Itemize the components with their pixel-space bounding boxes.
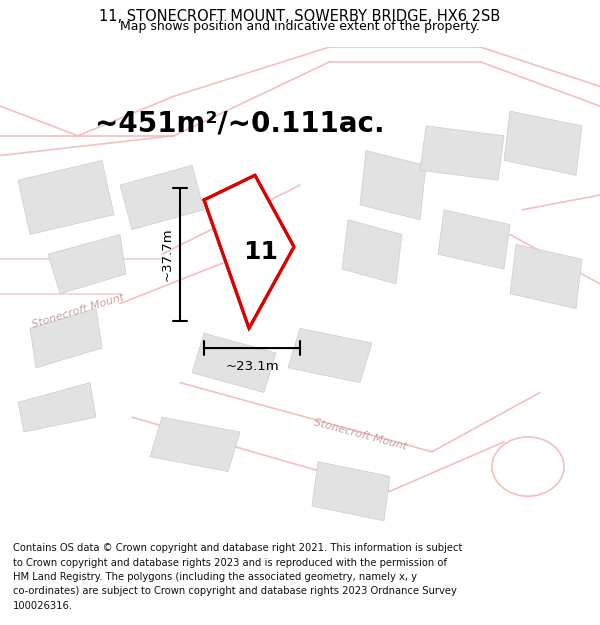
Polygon shape — [438, 210, 510, 269]
Text: Contains OS data © Crown copyright and database right 2021. This information is : Contains OS data © Crown copyright and d… — [13, 543, 463, 611]
Polygon shape — [18, 161, 114, 234]
Polygon shape — [360, 151, 426, 219]
Polygon shape — [288, 328, 372, 382]
Polygon shape — [120, 166, 204, 229]
Polygon shape — [504, 111, 582, 175]
Text: Map shows position and indicative extent of the property.: Map shows position and indicative extent… — [120, 20, 480, 32]
Text: ~451m²/~0.111ac.: ~451m²/~0.111ac. — [95, 109, 385, 138]
Polygon shape — [204, 175, 294, 328]
Text: Stonecroft Mount: Stonecroft Mount — [312, 418, 408, 452]
Text: 11, STONECROFT MOUNT, SOWERBY BRIDGE, HX6 2SB: 11, STONECROFT MOUNT, SOWERBY BRIDGE, HX… — [100, 9, 500, 24]
Polygon shape — [192, 333, 276, 392]
Polygon shape — [30, 309, 102, 368]
Polygon shape — [18, 382, 96, 432]
Text: ~37.7m: ~37.7m — [160, 228, 173, 281]
Polygon shape — [510, 244, 582, 309]
Text: 11: 11 — [244, 240, 278, 264]
Text: ~23.1m: ~23.1m — [225, 361, 279, 373]
Polygon shape — [150, 418, 240, 471]
Polygon shape — [420, 126, 504, 180]
Text: Stonecroft Mount: Stonecroft Mount — [31, 292, 125, 330]
Polygon shape — [312, 462, 390, 521]
Polygon shape — [342, 219, 402, 284]
Polygon shape — [48, 234, 126, 294]
